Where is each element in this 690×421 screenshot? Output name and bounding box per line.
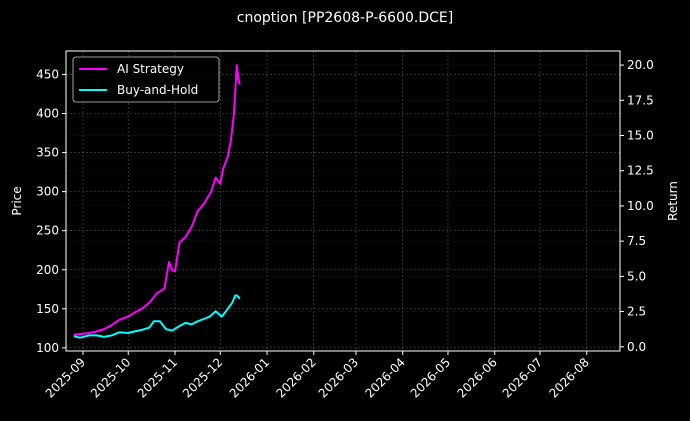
- legend: AI Strategy Buy-and-Hold: [72, 56, 220, 103]
- legend-box: [72, 56, 220, 103]
- x-tick-label: 2026-01: [227, 355, 272, 400]
- legend-label-buy-and-hold: Buy-and-Hold: [117, 83, 198, 97]
- y-axis-label: Price: [10, 186, 24, 215]
- x-tick-label: 2026-08: [547, 355, 592, 400]
- plot-lines: [73, 64, 241, 339]
- y-tick-label: 450: [36, 67, 59, 81]
- series-ai-strategy: [73, 64, 241, 336]
- y-tick-label: 350: [36, 146, 59, 160]
- x-tick-label: 2025-10: [88, 355, 133, 400]
- x-tick-label: 2025-11: [135, 355, 180, 400]
- x-tick-label: 2026-03: [316, 355, 361, 400]
- y-tick-label: 400: [36, 107, 59, 121]
- plot-frame: [65, 50, 621, 352]
- y2-tick-label: 2.5: [627, 305, 646, 319]
- grid: [66, 51, 620, 351]
- y2-tick-label: 5.0: [627, 269, 646, 283]
- x-tick-label: 2026-06: [455, 355, 500, 400]
- x-tick-label: 2026-05: [408, 355, 453, 400]
- x-tick-label: 2026-02: [274, 355, 319, 400]
- chart-title: cnoption [PP2608-P-6600.DCE]: [237, 10, 453, 26]
- y2-axis-label: Return: [666, 181, 680, 221]
- series-buy-and-hold: [73, 294, 241, 339]
- y-axis-price: 100 150 200 250 300 350 400 450: [36, 67, 66, 355]
- y2-tick-label: 7.5: [627, 234, 646, 248]
- y-tick-label: 200: [36, 263, 59, 277]
- y2-tick-label: 10.0: [627, 199, 654, 213]
- x-tick-label: 2026-04: [363, 355, 408, 400]
- x-axis: 2025-09 2025-10 2025-11 2025-12 2026-01 2026-…: [43, 351, 592, 401]
- y-tick-label: 100: [36, 341, 59, 355]
- y-tick-label: 300: [36, 185, 59, 199]
- x-tick-label: 2025-09: [43, 355, 88, 400]
- x-tick-label: 2025-12: [180, 355, 225, 400]
- y-axis-return: 0.0 2.5 5.0 7.5 10.0 12.5 15.0 17.5 20.0: [620, 58, 654, 354]
- legend-label-ai-strategy: AI Strategy: [117, 62, 184, 76]
- y2-tick-label: 17.5: [627, 93, 654, 107]
- y2-tick-label: 0.0: [627, 340, 646, 354]
- y-tick-label: 150: [36, 302, 59, 316]
- y-tick-label: 250: [36, 224, 59, 238]
- y2-tick-label: 15.0: [627, 129, 654, 143]
- y2-tick-label: 12.5: [627, 164, 654, 178]
- y2-tick-label: 20.0: [627, 58, 654, 72]
- x-tick-label: 2026-07: [500, 355, 545, 400]
